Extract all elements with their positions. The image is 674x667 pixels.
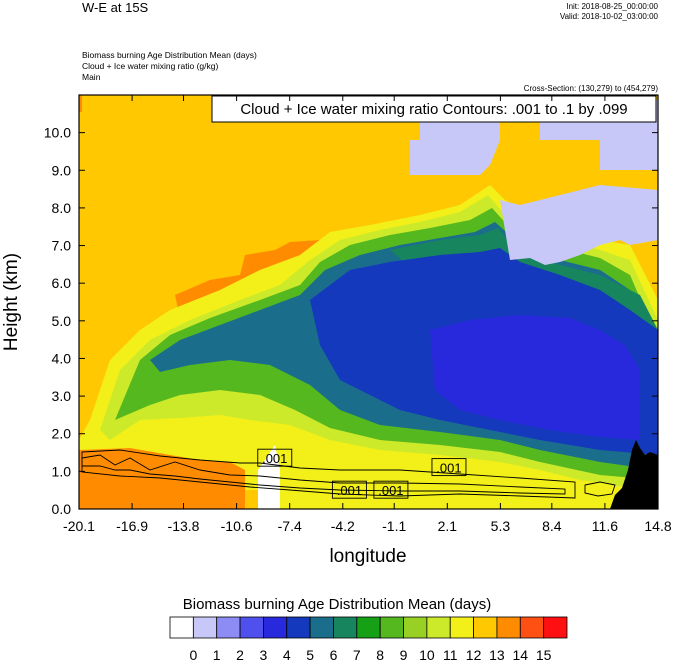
colorbar-label: 3 [260,647,268,663]
contour-label: .001 [337,483,362,498]
colorbar-label: 15 [536,647,552,663]
x-tick-label: -16.9 [116,518,148,534]
x-axis: -20.1 -16.9 -13.8 -10.6 -7.4 -4.2 -1.1 2.1 5.3 8.… [63,95,672,534]
colorbar-label: 4 [283,647,291,663]
colorbar-swatch [169,616,194,639]
y-tick-label: 5.0 [52,313,72,329]
y-tick-label: 0.0 [52,501,72,517]
colorbar-swatch [379,616,404,639]
cloud-contour-2 [81,454,566,495]
age-field [79,95,658,509]
contour-label: .001 [378,483,403,498]
y-tick-label: 6.0 [52,275,72,291]
colorbar-swatch [403,616,428,639]
colorbar-label: 13 [489,647,505,663]
contour-legend-box [211,95,657,123]
colorbar-swatch [239,616,264,639]
colorbar-label: 12 [466,647,482,663]
x-tick-label: -1.1 [382,518,406,534]
colorbar-label: 9 [400,647,408,663]
contour-label-box [257,448,293,467]
colorbar-label: 2 [236,647,244,663]
x-tick-label: 11.6 [592,518,618,534]
colorbar-label: 8 [376,647,384,663]
y-axis: 0.0 1.0 2.0 3.0 4.0 5.0 6.0 7.0 8.0 9.0 10.0 [44,125,658,517]
cross-section-label: Cross-Section: (130,279) to (454,279) [523,84,658,93]
x-tick-label: 14.8 [644,518,671,534]
colorbar-label: 5 [306,647,314,663]
y-tick-label: 8.0 [52,200,72,216]
colorbar-swatch [449,616,474,639]
terrain [610,440,658,509]
x-tick-label: -10.6 [221,518,253,534]
field-blue-deep [430,315,640,440]
colorbar-label: 1 [213,647,221,663]
x-axis-label: longitude [329,546,406,567]
colorbar-swatch [496,616,521,639]
y-tick-label: 7.0 [52,238,72,254]
x-tick-label: -13.8 [168,518,200,534]
colorbar-swatch [356,616,381,639]
y-tick-label: 2.0 [52,426,72,442]
x-tick-label: -7.4 [278,518,302,534]
init-time: Init: 2018-08-25_00:00:00 [566,2,658,11]
y-tick-label: 10.0 [44,125,71,141]
field-label-age: Biomass burning Age Distribution Mean (d… [82,50,257,60]
colorbar-swatch [286,616,311,639]
colorbar-swatch [519,616,545,639]
colorbar-label: 7 [353,647,361,663]
x-tick-label: 5.3 [491,518,511,534]
contour-label-box [331,480,367,499]
colorbar-label: 10 [419,647,435,663]
valid-time: Valid: 2018-10-02_03:00:00 [559,12,658,21]
colorbar-swatch [473,616,498,639]
field-label-main: Main [82,72,101,82]
y-tick-label: 1.0 [52,463,72,479]
field-orange-left [79,95,82,112]
x-tick-label: 2.1 [438,518,458,534]
colorbar-label: 6 [330,647,338,663]
colorbar-swatch [263,616,288,639]
contour-legend: Cloud + Ice water mixing ratio Contours:… [240,101,627,118]
colorbar-title: Biomass burning Age Distribution Mean (d… [182,596,492,613]
contour-labels: .001 .001 .001 .001 [257,448,467,499]
x-tick-label: 8.4 [542,518,562,534]
y-tick-label: 9.0 [52,162,72,178]
field-label-cloud: Cloud + Ice water mixing ratio (g/kg) [82,61,219,71]
contour-label: .001 [436,461,461,476]
contour-label: .001 [262,451,287,466]
colorbar-swatch [426,616,451,639]
plot-frame [78,94,659,510]
contour-label-box [373,480,409,499]
y-axis-label: Height (km) [1,253,22,351]
colorbar-label: 11 [443,647,458,663]
colorbar-swatch [192,616,218,639]
x-tick-label: -20.1 [63,518,95,534]
y-tick-label: 3.0 [52,388,72,404]
colorbar: 0 1 2 3 4 5 6 7 8 9 10 11 12 13 14 15 [169,616,568,663]
colorbar-label: 0 [189,647,197,663]
colorbar-swatch [216,616,241,639]
colorbar-swatch [309,616,334,639]
x-tick-label: -4.2 [331,518,355,534]
main-title: W-E at 15S [82,0,149,15]
field-cloud-right [500,185,658,265]
colorbar-swatch [543,616,568,639]
colorbar-swatch [333,616,358,639]
cloud-contour-1 [81,449,576,499]
colorbar-label: 14 [513,647,529,663]
y-tick-label: 4.0 [52,350,72,366]
cloud-contour-3 [584,481,616,497]
contour-label-box [431,458,467,477]
